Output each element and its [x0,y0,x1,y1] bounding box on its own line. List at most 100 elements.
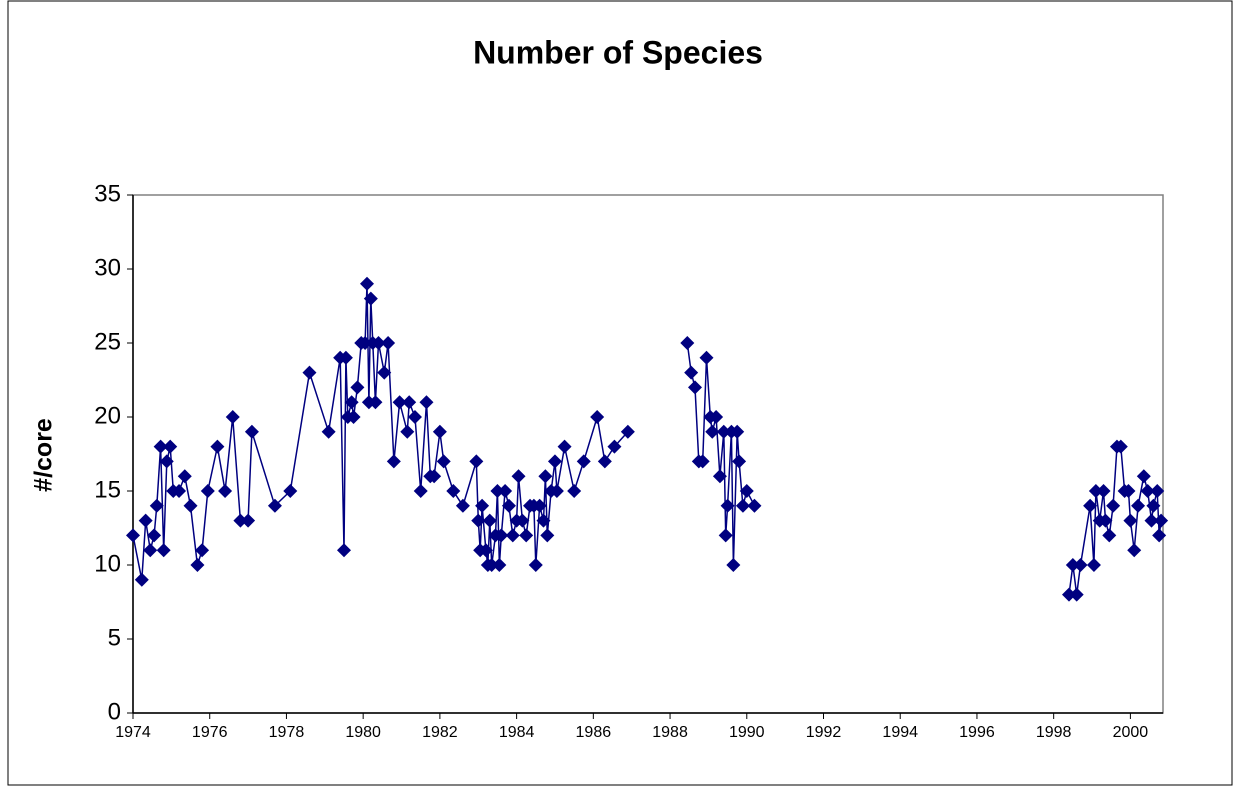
data-point [402,395,417,410]
data-point [321,424,336,439]
x-tick-label: 1982 [422,724,458,741]
data-point [190,558,205,572]
data-point [363,291,378,306]
data-point [183,498,198,513]
data-point [200,484,215,498]
data-point [344,395,359,410]
data-point [267,498,282,513]
data-point [505,528,520,543]
data-point [687,380,702,395]
data-point [1127,543,1142,558]
data-point [730,424,745,439]
data-point [680,336,695,350]
data-point [143,543,158,558]
data-point [134,572,149,587]
data-point [138,513,153,528]
data-point [716,424,731,439]
data-point [1088,484,1103,498]
data-point [547,454,562,469]
x-tick-label: 1990 [729,724,765,741]
data-point [590,410,605,424]
data-point [147,528,162,543]
data-point [695,454,710,469]
data-point [218,484,233,498]
data-point [210,439,225,454]
data-point [1069,587,1084,602]
y-axis-title: #/core [30,418,58,492]
data-point [747,498,762,513]
data-point [726,558,741,572]
chart-border [7,0,1233,786]
data-point [195,543,210,558]
data-point [1150,484,1165,498]
data-point [149,498,164,513]
y-tick-label: 15 [94,476,121,503]
data-point [478,543,493,558]
data-point [536,513,551,528]
data-point [528,558,543,572]
data-point [620,424,635,439]
data-point [407,410,422,424]
data-point [1065,558,1080,572]
data-point [1073,558,1088,572]
data-point [718,528,733,543]
data-point [392,395,407,410]
data-point [1154,513,1169,528]
data-point [469,454,484,469]
data-point [283,484,298,498]
data-point [1083,498,1098,513]
data-point [336,543,351,558]
data-point [1144,513,1159,528]
data-point [684,365,699,380]
data-point [1113,439,1128,454]
data-point [360,276,375,291]
data-point [576,454,591,469]
data-point [1102,528,1117,543]
data-point [538,469,553,484]
y-tick-label: 5 [108,624,121,651]
data-point [1106,498,1121,513]
data-point [172,484,187,498]
data-point [419,395,434,410]
x-tick-label: 1994 [882,724,918,741]
data-point [540,528,555,543]
data-point [386,454,401,469]
data-point [346,410,361,424]
data-point [1152,528,1167,543]
data-point [1136,469,1151,484]
data-point [159,454,174,469]
data-point [498,484,513,498]
data-point [532,498,547,513]
data-point [153,439,168,454]
data-point [233,513,248,528]
x-tick-label: 1978 [269,724,305,741]
data-point [557,439,572,454]
data-point [371,336,386,350]
data-point [432,424,447,439]
data-point [519,528,534,543]
x-tick-label: 1974 [115,724,151,741]
data-point [484,558,499,572]
data-point [427,469,442,484]
data-point [1123,513,1138,528]
data-point [156,543,171,558]
data-point [739,484,754,498]
data-point [732,454,747,469]
data-point [225,410,240,424]
data-point [244,424,259,439]
data-point [1086,558,1101,572]
data-point [436,454,451,469]
data-point [471,513,486,528]
data-point [597,454,612,469]
data-point [475,498,490,513]
data-point [712,469,727,484]
data-point [735,498,750,513]
data-point [709,410,724,424]
x-tick-label: 1976 [192,724,228,741]
y-tick-label: 20 [94,402,121,429]
x-tick-label: 2000 [1113,724,1149,741]
data-point [494,528,509,543]
y-tick-label: 30 [94,254,121,281]
data-point [515,513,530,528]
